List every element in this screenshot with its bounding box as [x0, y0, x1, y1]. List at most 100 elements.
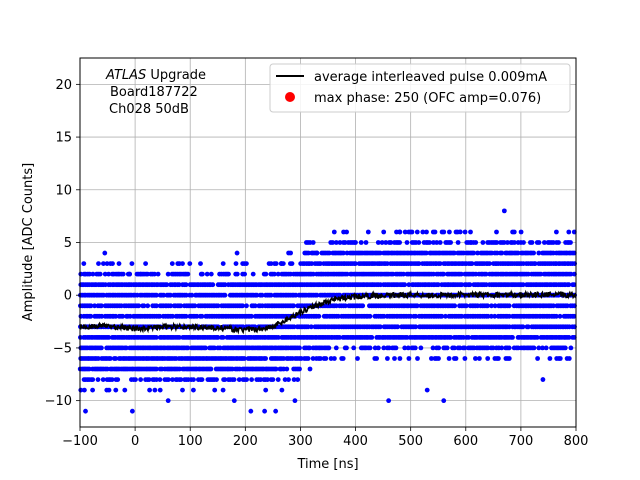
sample-point [318, 356, 323, 361]
sample-point [358, 240, 364, 245]
sample-point [386, 398, 392, 404]
sample-point [88, 313, 94, 319]
sample-point [494, 250, 500, 256]
sample-point [547, 356, 553, 361]
sample-point [511, 229, 517, 235]
sample-point [141, 303, 147, 309]
sample-point [291, 324, 297, 330]
sample-point [129, 408, 135, 414]
sample-point [536, 240, 542, 245]
sample-point [99, 345, 104, 351]
sample-point [254, 292, 260, 298]
sample-point [157, 387, 163, 393]
sample-point [104, 261, 110, 266]
sample-point [562, 345, 568, 351]
y-tick-label: 0 [64, 289, 72, 304]
sample-point [314, 250, 320, 256]
sample-point [178, 377, 184, 382]
sample-point [506, 313, 512, 319]
sample-point [292, 398, 298, 404]
sample-point [344, 345, 349, 351]
sample-point [106, 387, 112, 393]
sample-point [191, 387, 196, 393]
sample-point [462, 345, 468, 351]
sample-point [427, 240, 432, 245]
sample-point [199, 377, 205, 382]
sample-point [99, 303, 104, 309]
sample-point [374, 356, 379, 361]
sample-point [265, 377, 270, 382]
sample-point [446, 356, 452, 361]
sample-point [82, 387, 87, 393]
sample-point [571, 313, 577, 319]
sample-point [418, 345, 424, 351]
sample-point [161, 292, 167, 298]
x-tick-label: 500 [398, 434, 423, 449]
sample-point [198, 271, 204, 277]
y-tick-label: −5 [53, 341, 72, 356]
sample-point [120, 271, 126, 277]
sample-point [183, 292, 189, 298]
sample-point [494, 229, 499, 235]
sample-point [278, 261, 284, 266]
sample-point [405, 345, 411, 351]
sample-point [388, 240, 394, 245]
sample-point [397, 240, 402, 245]
sample-point [106, 271, 111, 277]
sample-point [316, 313, 322, 319]
sample-point [344, 271, 350, 277]
sample-point [568, 271, 574, 277]
x-tick-label: 300 [288, 434, 313, 449]
sample-point [270, 377, 276, 382]
sample-point [244, 377, 250, 382]
sample-point [453, 356, 459, 361]
sample-point [499, 345, 505, 351]
sample-point [571, 335, 577, 340]
sample-point [275, 377, 281, 382]
sample-point [520, 282, 526, 288]
sample-point [96, 261, 101, 266]
sample-point [99, 313, 105, 319]
sample-point [540, 345, 545, 351]
sample-point [165, 398, 171, 404]
sample-point [308, 324, 314, 330]
sample-point [282, 377, 288, 382]
annotation-experiment: ATLAS [105, 68, 146, 83]
sample-point [487, 261, 492, 266]
sample-point [473, 356, 478, 361]
sample-point [452, 303, 458, 309]
sample-point [406, 282, 412, 288]
sample-point [475, 250, 480, 256]
legend-dot-icon [285, 92, 295, 102]
sample-point [343, 303, 348, 309]
sample-point [379, 240, 385, 245]
sample-point [458, 271, 464, 277]
sample-point [176, 335, 182, 340]
sample-point [215, 335, 221, 340]
sample-point [250, 271, 256, 277]
sample-point [281, 356, 286, 361]
sample-point [437, 240, 443, 245]
sample-point [529, 240, 535, 245]
sample-point [102, 250, 108, 256]
sample-point [489, 303, 494, 309]
x-tick-label: 800 [564, 434, 589, 449]
sample-point [448, 240, 453, 245]
sample-point [557, 313, 563, 319]
sample-point [152, 271, 157, 277]
sample-point [183, 282, 189, 288]
sample-point [307, 366, 313, 372]
sample-point [392, 356, 397, 361]
sample-point [490, 345, 496, 351]
sample-point [95, 356, 101, 361]
sample-point [543, 345, 549, 351]
sample-point [180, 261, 185, 266]
annotation-channel: Ch028 50dB [109, 102, 189, 117]
sample-point [351, 345, 357, 351]
sample-point [436, 356, 441, 361]
sample-point [87, 271, 92, 277]
x-axis-ticks: −100 0 100 200 300 400 500 600 700 800 [62, 427, 588, 449]
sample-point [297, 366, 302, 372]
sample-point [157, 313, 163, 319]
y-axis-label: Amplitude [ADC Counts] [21, 163, 36, 321]
